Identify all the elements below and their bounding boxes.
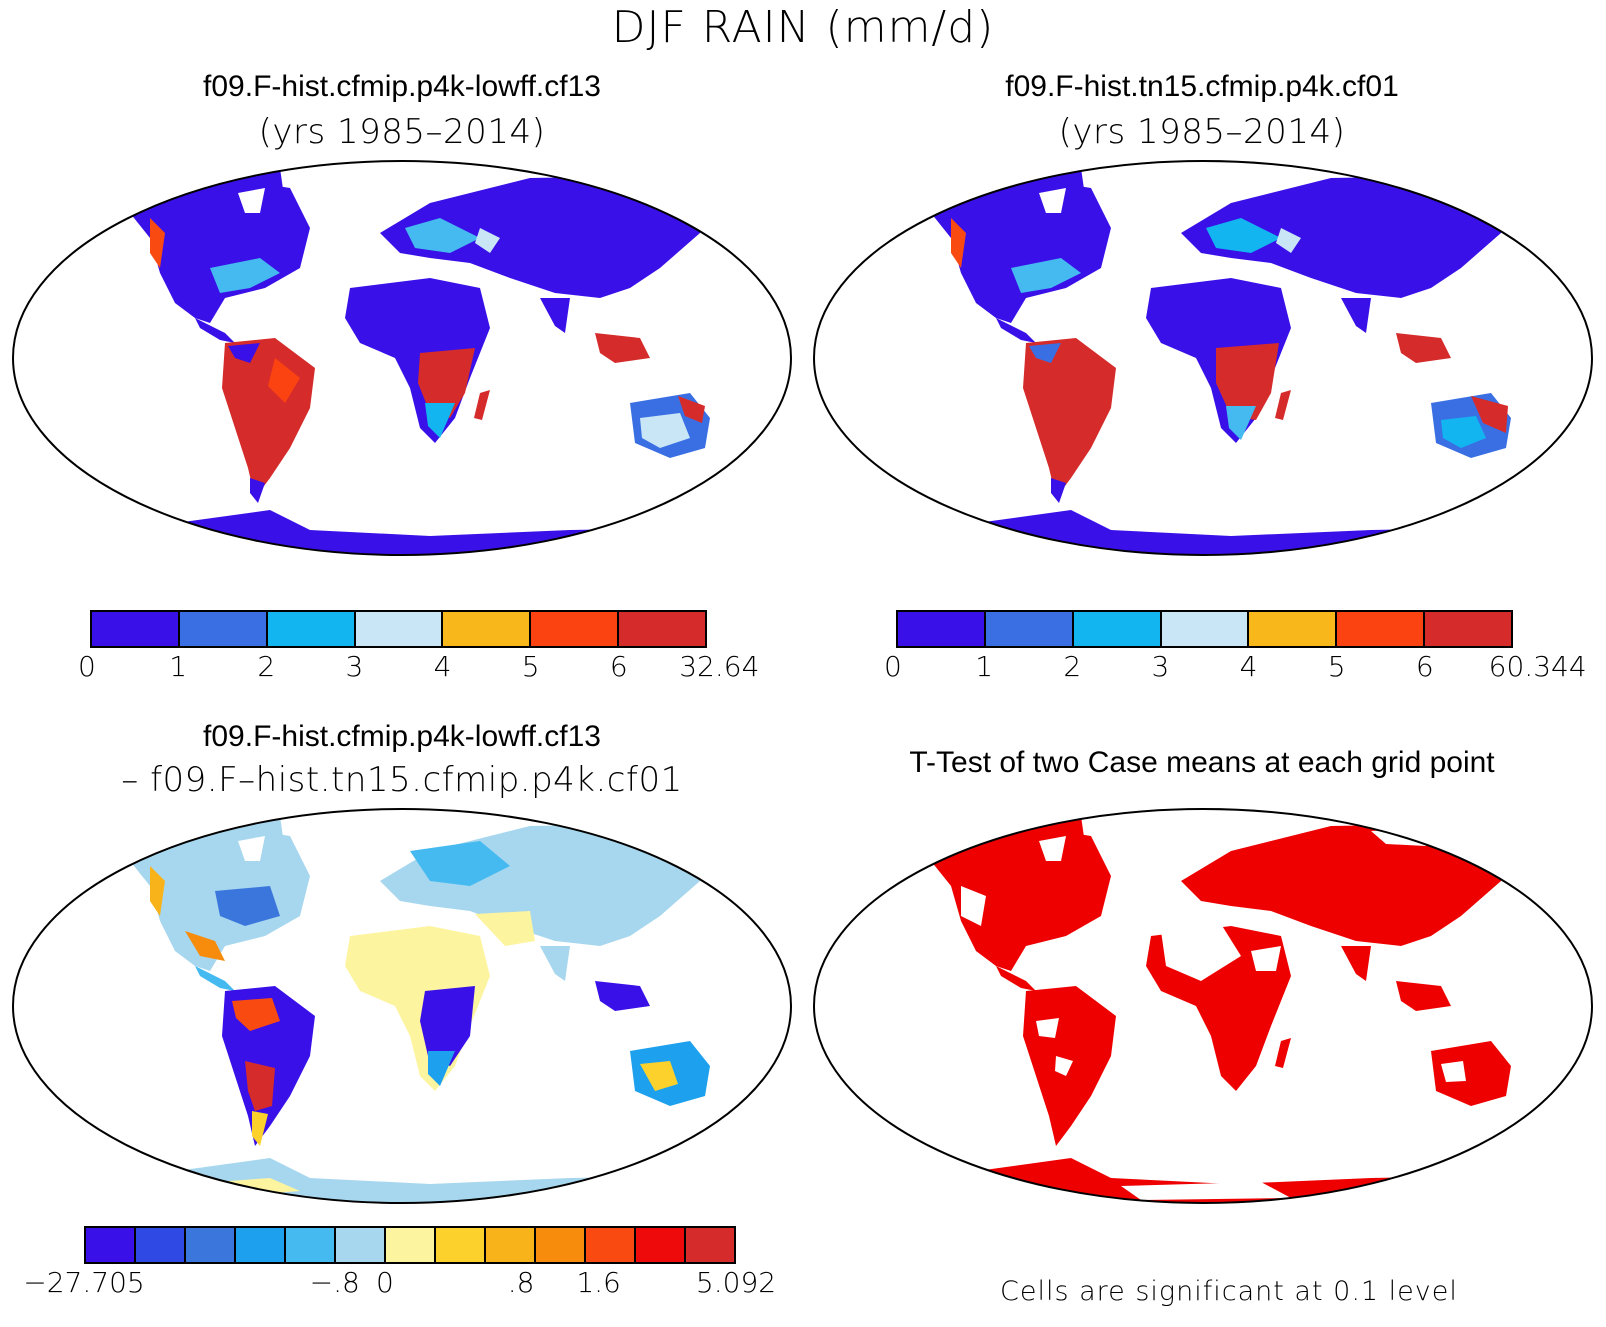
cb2-tick-label: 4 (1239, 650, 1258, 683)
cb3-swatch-9 (536, 1228, 586, 1262)
cb3-swatch-7 (436, 1228, 486, 1262)
cb2-swatch-4 (1249, 612, 1338, 646)
cb3-swatch-11 (636, 1228, 686, 1262)
panel-4-title: T-Test of two Case means at each grid po… (909, 746, 1495, 779)
cb2-swatch-2 (1073, 612, 1162, 646)
cb3-tick-label: 5.092 (695, 1266, 777, 1299)
cb3-swatch-10 (586, 1228, 636, 1262)
cb1-swatch-3 (355, 612, 444, 646)
cb2-tick-label: 6 (1415, 650, 1434, 683)
cb3-tick-label: .8 (507, 1266, 535, 1299)
cb1-swatch-4 (443, 612, 532, 646)
panel-1-title: f09.F-hist.cfmip.p4k-lowff.cf13 (203, 70, 601, 103)
cb2-swatch-6 (1425, 612, 1512, 646)
cb3-tick-label: −.8 (309, 1266, 360, 1299)
cb1-swatch-2 (267, 612, 356, 646)
cb1-tick-label: 3 (345, 650, 364, 683)
cb1-tick-label: 2 (257, 650, 276, 683)
cb1-tick-label: 4 (433, 650, 452, 683)
cb3-tick-label: −27.705 (23, 1266, 145, 1299)
cb3-swatch-3 (236, 1228, 286, 1262)
cb2-tick-label: 0 (883, 650, 902, 683)
cb1-swatch-6 (619, 612, 706, 646)
panel-3-title: f09.F-hist.cfmip.p4k-lowff.cf13 (203, 720, 601, 753)
cb2-tick-label: 60.344 (1488, 650, 1587, 683)
cb3-tick-label: 1.6 (576, 1266, 621, 1299)
figure-title: DJF RAIN (mm/d) (611, 2, 995, 53)
cb1-tick-label: 5 (521, 650, 540, 683)
cb3-swatch-12 (686, 1228, 734, 1262)
cb2-swatch-5 (1337, 612, 1426, 646)
cb2-swatch-3 (1161, 612, 1250, 646)
cb3-swatch-5 (336, 1228, 386, 1262)
cb2-tick-label: 3 (1151, 650, 1170, 683)
cb1-tick-label: 0 (77, 650, 96, 683)
cb2-swatch-0 (898, 612, 986, 646)
cb2-tick-label: 2 (1063, 650, 1082, 683)
panel-1-map (12, 160, 792, 556)
panel-2-subtitle: (yrs 1985–2014) (1058, 112, 1346, 152)
colorbar-panel-3 (84, 1226, 736, 1264)
cb2-swatch-1 (985, 612, 1074, 646)
cb3-swatch-0 (86, 1228, 136, 1262)
cb1-swatch-1 (179, 612, 268, 646)
panel-1-subtitle: (yrs 1985–2014) (258, 112, 546, 152)
cb1-tick-label: 1 (169, 650, 188, 683)
cb1-tick-label: 32.64 (679, 650, 760, 683)
cb3-swatch-8 (486, 1228, 536, 1262)
panel-2-map (813, 160, 1593, 556)
cb3-swatch-4 (286, 1228, 336, 1262)
cb3-swatch-1 (136, 1228, 186, 1262)
cb3-swatch-6 (386, 1228, 436, 1262)
panel-3-map (12, 808, 792, 1204)
cb2-tick-label: 1 (975, 650, 994, 683)
significance-note: Cells are significant at 0.1 level (1000, 1276, 1458, 1307)
cb1-swatch-0 (92, 612, 180, 646)
panel-4-map (813, 808, 1593, 1204)
cb2-tick-label: 5 (1327, 650, 1346, 683)
cb1-tick-label: 6 (609, 650, 628, 683)
cb3-tick-label: 0 (376, 1266, 394, 1299)
cb1-swatch-5 (531, 612, 620, 646)
colorbar-panel-1 (90, 610, 707, 648)
cb3-swatch-2 (186, 1228, 236, 1262)
panel-2-title: f09.F-hist.tn15.cfmip.p4k.cf01 (1005, 70, 1399, 103)
panel-3-subtitle: – f09.F–hist.tn15.cfmip.p4k.cf01 (121, 760, 683, 800)
colorbar-panel-2 (896, 610, 1513, 648)
